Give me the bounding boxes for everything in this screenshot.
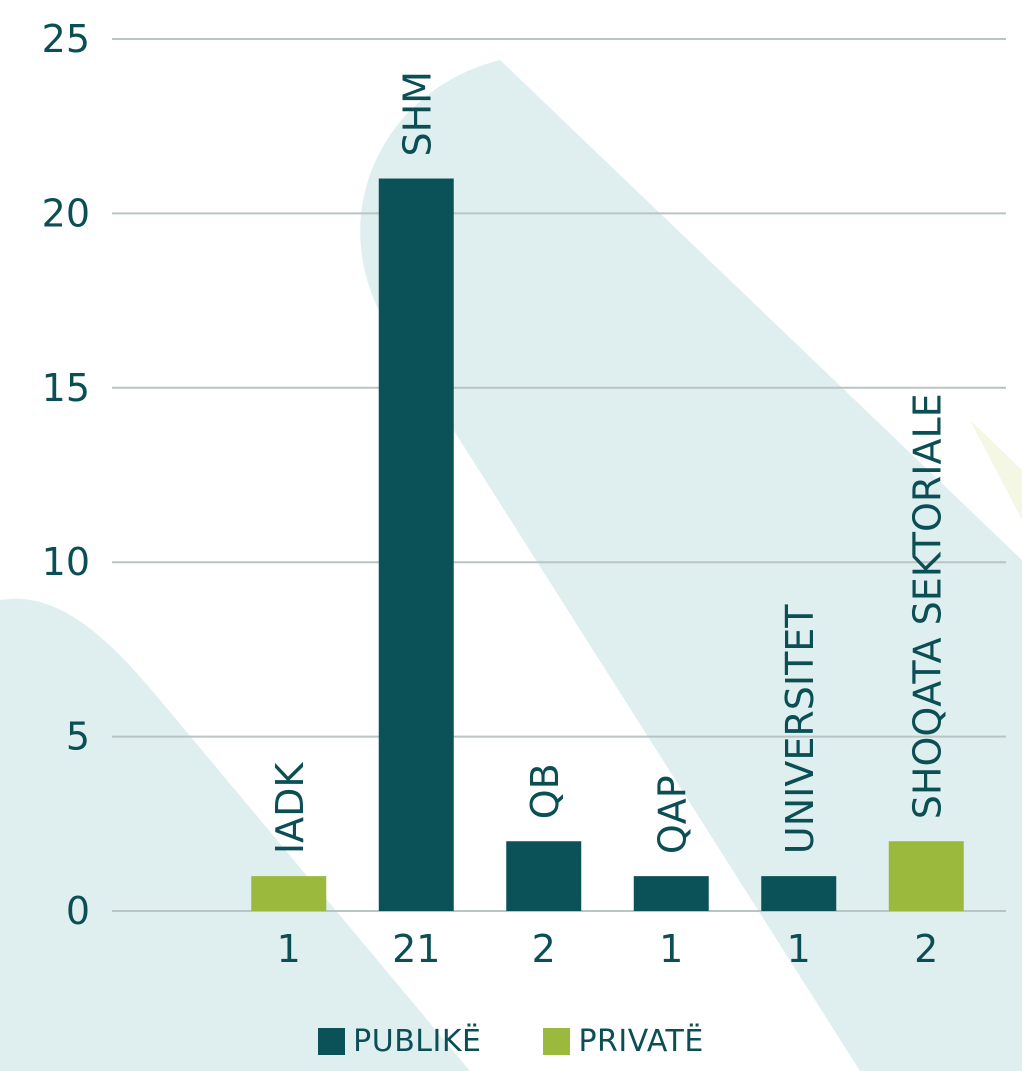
- background-diagonal-band-small: [0, 598, 470, 1071]
- y-tick-label-10: 10: [42, 540, 90, 584]
- value-label-shm: 21: [392, 927, 440, 971]
- bars: [251, 178, 964, 911]
- bar-shoqata-sektoriale: [888, 841, 964, 911]
- y-axis-tick-labels: 0 5 10 15 20 25: [42, 17, 90, 933]
- background-diagonal-band-faint: [970, 420, 1022, 520]
- category-label-iadk: IADK: [268, 762, 312, 854]
- y-tick-label-15: 15: [42, 366, 90, 410]
- category-labels: IADK SHM QB QAP UNIVERSITET SHOQATA SEKTORIAL…: [268, 71, 950, 854]
- bar-shm: [378, 178, 454, 911]
- bar-universitet: [761, 876, 837, 911]
- legend-label-publike: PUBLIKË: [353, 1024, 482, 1059]
- bar-iadk: [251, 876, 327, 911]
- bar-qap: [633, 876, 709, 911]
- value-label-qb: 2: [532, 927, 556, 971]
- legend-swatch-private: [543, 1028, 571, 1055]
- category-label-shoqata-sektoriale: SHOQATA SEKTORIALE: [905, 393, 949, 819]
- chart-legend: PUBLIKË PRIVATË: [0, 1024, 1022, 1059]
- value-label-shoqata-sektoriale: 2: [914, 927, 938, 971]
- y-tick-label-20: 20: [42, 191, 90, 235]
- bar-qb: [506, 841, 582, 911]
- category-label-qb: QB: [523, 763, 567, 819]
- legend-item-private: PRIVATË: [543, 1024, 703, 1059]
- legend-label-private: PRIVATË: [578, 1024, 704, 1059]
- y-tick-label-0: 0: [66, 889, 90, 933]
- category-label-qap: QAP: [650, 775, 694, 854]
- value-label-iadk: 1: [277, 927, 301, 971]
- value-labels: 1 21 2 1 1 2: [277, 927, 939, 971]
- category-label-universitet: UNIVERSITET: [778, 604, 822, 854]
- y-tick-label-25: 25: [42, 17, 90, 61]
- value-label-qap: 1: [659, 927, 683, 971]
- legend-item-publike: PUBLIKË: [318, 1024, 481, 1059]
- y-tick-label-5: 5: [66, 715, 90, 759]
- legend-swatch-publike: [318, 1028, 346, 1055]
- background-shapes: [0, 60, 1022, 1071]
- background-diagonal-band-large: [360, 60, 1022, 1071]
- category-label-shm: SHM: [395, 71, 439, 156]
- value-label-universitet: 1: [787, 927, 811, 971]
